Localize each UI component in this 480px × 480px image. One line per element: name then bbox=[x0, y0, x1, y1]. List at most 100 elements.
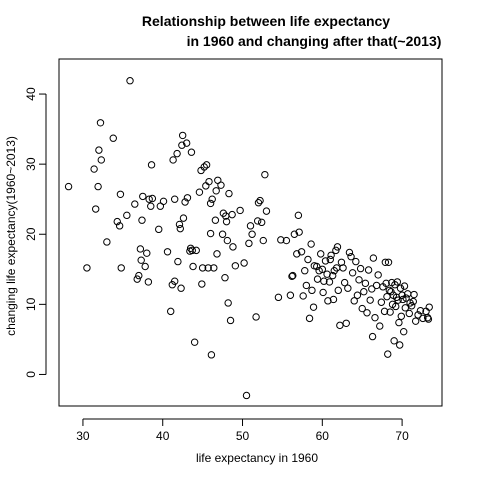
data-point bbox=[339, 264, 347, 272]
y-axis-label: changing life expectancy(1960~2013) bbox=[4, 136, 18, 336]
data-point bbox=[159, 197, 168, 206]
data-point bbox=[384, 350, 392, 358]
x-tick-label: 50 bbox=[236, 429, 250, 443]
data-point bbox=[328, 271, 337, 280]
data-point bbox=[189, 262, 197, 271]
data-point bbox=[368, 332, 377, 341]
data-point bbox=[355, 276, 363, 284]
chart-title-line-1: Relationship between life expectancy bbox=[142, 13, 390, 29]
data-point bbox=[207, 351, 216, 359]
data-point bbox=[400, 327, 408, 336]
data-point bbox=[419, 314, 427, 323]
data-point bbox=[170, 277, 179, 285]
data-point bbox=[83, 264, 91, 272]
data-point bbox=[342, 319, 350, 327]
data-point bbox=[289, 271, 297, 280]
data-point bbox=[174, 257, 182, 266]
data-point bbox=[376, 322, 384, 330]
data-point bbox=[396, 341, 404, 349]
plot-frame bbox=[58, 58, 443, 407]
data-point bbox=[253, 217, 262, 225]
data-point bbox=[145, 195, 153, 203]
data-point bbox=[202, 182, 210, 190]
data-point bbox=[92, 205, 100, 213]
y-tick-label: 0 bbox=[24, 371, 38, 378]
data-point bbox=[96, 119, 105, 127]
data-point bbox=[179, 214, 188, 222]
data-point bbox=[204, 264, 212, 272]
data-point bbox=[325, 278, 334, 286]
data-point bbox=[416, 306, 425, 315]
data-point bbox=[384, 258, 393, 266]
data-point bbox=[411, 317, 420, 325]
data-point bbox=[103, 238, 111, 246]
data-point bbox=[307, 240, 315, 248]
data-point bbox=[245, 239, 253, 248]
data-point bbox=[240, 259, 248, 267]
data-point bbox=[148, 194, 157, 203]
data-point bbox=[257, 218, 266, 227]
data-point bbox=[212, 187, 220, 195]
data-point bbox=[262, 207, 271, 215]
data-point bbox=[407, 302, 416, 310]
data-point bbox=[94, 182, 102, 191]
data-point bbox=[64, 182, 73, 191]
data-point bbox=[334, 286, 342, 295]
data-point bbox=[327, 251, 335, 259]
data-point bbox=[221, 274, 229, 282]
data-point bbox=[423, 313, 432, 322]
data-point bbox=[318, 265, 327, 274]
data-point bbox=[274, 293, 283, 302]
data-point bbox=[369, 254, 378, 262]
data-point bbox=[380, 307, 389, 316]
data-point bbox=[414, 311, 422, 319]
data-point bbox=[317, 250, 325, 258]
y-tick-label: 20 bbox=[24, 227, 38, 241]
data-point bbox=[390, 337, 398, 345]
data-point bbox=[286, 291, 295, 299]
data-point bbox=[371, 313, 379, 322]
x-tick-label: 70 bbox=[395, 429, 409, 443]
data-point bbox=[400, 282, 409, 290]
data-point bbox=[222, 217, 231, 226]
x-tick-label: 30 bbox=[76, 429, 90, 443]
data-point bbox=[254, 199, 263, 207]
data-point bbox=[210, 264, 218, 272]
data-point bbox=[352, 257, 360, 266]
data-point bbox=[358, 304, 366, 313]
data-point bbox=[138, 216, 146, 224]
data-point bbox=[229, 243, 237, 251]
data-point bbox=[256, 196, 264, 205]
data-point bbox=[259, 236, 267, 245]
data-point bbox=[173, 149, 181, 158]
data-point bbox=[206, 229, 215, 238]
data-point bbox=[225, 189, 233, 198]
data-point bbox=[126, 77, 134, 85]
data-point bbox=[301, 267, 309, 275]
data-point bbox=[147, 161, 156, 169]
data-point bbox=[144, 278, 153, 286]
data-point bbox=[252, 313, 260, 321]
data-point bbox=[347, 252, 355, 261]
data-point bbox=[381, 258, 390, 266]
data-point bbox=[368, 285, 376, 293]
data-point bbox=[167, 307, 175, 316]
data-point bbox=[188, 246, 196, 255]
data-point bbox=[344, 284, 352, 292]
data-point bbox=[372, 281, 381, 290]
data-points bbox=[64, 77, 433, 400]
data-point bbox=[282, 236, 291, 245]
data-point bbox=[236, 206, 244, 215]
data-point bbox=[213, 250, 221, 258]
data-point bbox=[198, 280, 206, 288]
x-axis: 30 40 50 60 70 bbox=[76, 418, 409, 443]
data-point bbox=[361, 279, 370, 288]
data-point bbox=[364, 266, 373, 274]
data-point bbox=[97, 156, 105, 164]
data-point bbox=[95, 146, 103, 154]
data-point bbox=[401, 304, 409, 312]
x-tick-label: 40 bbox=[156, 429, 170, 443]
data-point bbox=[320, 277, 328, 285]
data-point bbox=[356, 264, 365, 273]
data-point bbox=[277, 236, 285, 244]
